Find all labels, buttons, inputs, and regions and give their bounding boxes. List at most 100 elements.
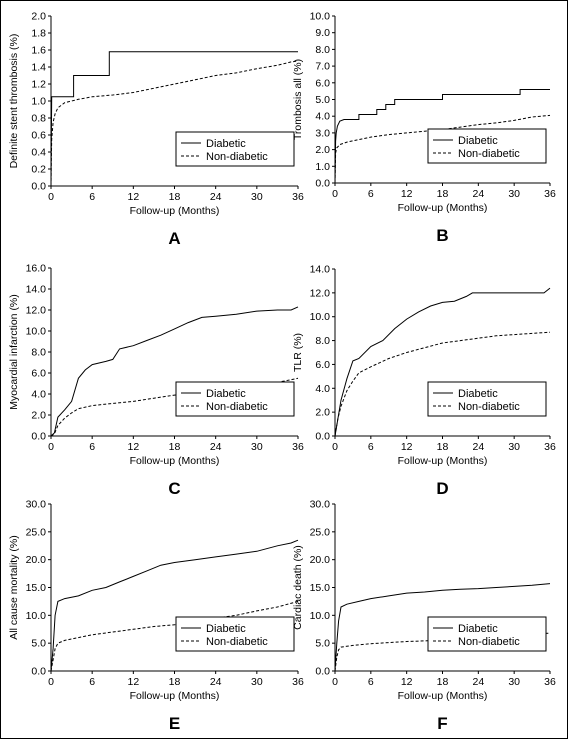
legend-box — [427, 616, 547, 652]
x-tick-label: 0 — [48, 191, 54, 203]
x-tick-label: 18 — [169, 676, 181, 688]
y-tick-label: 6.0 — [31, 368, 46, 380]
series-diabetic — [334, 89, 550, 184]
y-tick-label: 14.0 — [26, 284, 47, 296]
x-tick-label: 12 — [127, 676, 139, 688]
y-tick-label: 25.0 — [26, 526, 47, 538]
y-tick-label: 10.0 — [26, 326, 47, 338]
y-tick-label: 0.0 — [31, 666, 46, 678]
y-tick-label: 14.0 — [310, 264, 331, 276]
y-tick-label: 2.0 — [315, 144, 330, 156]
panel-letter: A — [168, 229, 180, 248]
y-tick-label: 2.0 — [31, 410, 46, 422]
y-tick-label: 8.0 — [315, 335, 330, 347]
x-axis-label: Follow-up (Months) — [398, 690, 488, 702]
panel-letter: B — [436, 226, 448, 245]
y-tick-label: 0.6 — [31, 130, 46, 142]
y-tick-label: 6.0 — [315, 77, 330, 89]
y-axis-label: Cardiac death (%) — [292, 545, 304, 630]
y-tick-label: 4.0 — [315, 111, 330, 123]
panel-letter: D — [436, 479, 448, 498]
x-tick-label: 30 — [508, 188, 520, 200]
y-tick-label: 0.0 — [315, 431, 330, 443]
x-tick-label: 18 — [437, 676, 449, 688]
x-tick-label: 0 — [332, 676, 338, 688]
x-tick-label: 24 — [472, 441, 484, 453]
legend-box — [175, 131, 295, 167]
panel-b: 0.0 1.0 2.0 3.0 4.0 5.0 6.0 7.0 8.0 9.0 10.0 0 6 12 18… — [292, 11, 556, 246]
legend-box — [175, 381, 295, 417]
x-tick-label: 36 — [544, 441, 556, 453]
x-tick-label: 0 — [332, 441, 338, 453]
x-tick-label: 36 — [292, 676, 304, 688]
y-axis-label: Definite stent thrombosis (%) — [8, 34, 20, 169]
y-tick-label: 15.0 — [310, 582, 331, 594]
x-tick-label: 24 — [472, 188, 484, 200]
legend-label: Non-diabetic — [206, 636, 268, 648]
x-tick-label: 24 — [472, 676, 484, 688]
panel-f: 0.0 5.0 10.0 15.0 20.0 25.0 30.0 0 6 12 18 24 30 36 Fo… — [292, 499, 556, 734]
series-diabetic — [334, 583, 551, 672]
y-tick-label: 3.0 — [315, 127, 330, 139]
y-tick-label: 5.0 — [315, 94, 330, 106]
x-tick-label: 18 — [437, 441, 449, 453]
y-tick-label: 16.0 — [26, 263, 47, 275]
y-tick-label: 6.0 — [315, 359, 330, 371]
x-tick-label: 0 — [332, 188, 338, 200]
panel-letter: E — [169, 714, 180, 733]
x-tick-label: 24 — [210, 191, 222, 203]
x-tick-label: 6 — [89, 676, 95, 688]
x-tick-label: 18 — [169, 191, 181, 203]
x-tick-label: 24 — [210, 676, 222, 688]
y-tick-label: 0.0 — [31, 431, 46, 443]
legend-label: Non-diabetic — [206, 151, 268, 163]
x-tick-label: 30 — [508, 676, 520, 688]
x-tick-label: 30 — [508, 441, 520, 453]
x-tick-label: 6 — [89, 191, 95, 203]
series-non-diabetic — [334, 632, 551, 672]
series-diabetic — [50, 539, 299, 672]
y-tick-label: 20.0 — [26, 554, 47, 566]
y-tick-label: 4.0 — [31, 389, 46, 401]
x-tick-label: 6 — [368, 441, 374, 453]
x-axis-label: Follow-up (Months) — [130, 455, 220, 467]
x-tick-label: 24 — [210, 441, 222, 453]
x-tick-label: 12 — [401, 676, 413, 688]
y-tick-label: 9.0 — [315, 27, 330, 39]
legend-box — [175, 616, 295, 652]
legend-label: Non-diabetic — [458, 636, 520, 648]
legend-label: Non-diabetic — [458, 148, 520, 160]
series-non-diabetic — [50, 600, 299, 672]
y-axis-label: Myocardial infarction (%) — [8, 294, 20, 410]
y-tick-label: 8.0 — [31, 347, 46, 359]
series-diabetic — [334, 287, 551, 437]
legend-label: Diabetic — [206, 388, 246, 400]
y-tick-label: 1.6 — [31, 45, 46, 57]
series-non-diabetic — [334, 114, 551, 184]
x-axis-label: Follow-up (Months) — [398, 202, 488, 214]
panel-e: 0.0 5.0 10.0 15.0 20.0 25.0 30.0 0 6 12 18 24 30 36 Fo… — [8, 499, 304, 734]
x-tick-label: 12 — [127, 191, 139, 203]
x-tick-label: 6 — [368, 676, 374, 688]
y-tick-label: 7.0 — [315, 61, 330, 73]
x-tick-label: 36 — [292, 441, 304, 453]
x-tick-label: 18 — [169, 441, 181, 453]
legend-label: Diabetic — [206, 623, 246, 635]
panel-letter: F — [437, 714, 447, 733]
legend-box — [427, 128, 547, 164]
x-tick-label: 0 — [48, 441, 54, 453]
x-tick-label: 6 — [89, 441, 95, 453]
y-tick-label: 5.0 — [31, 638, 46, 650]
y-tick-label: 5.0 — [315, 638, 330, 650]
y-axis-label: All cause mortality (%) — [8, 535, 20, 639]
x-axis-label: Follow-up (Months) — [130, 690, 220, 702]
panel-letter: C — [168, 479, 180, 498]
y-tick-label: 30.0 — [26, 499, 47, 511]
y-tick-label: 8.0 — [315, 44, 330, 56]
y-tick-label: 0.0 — [315, 666, 330, 678]
y-tick-label: 25.0 — [310, 526, 331, 538]
legend-label: Diabetic — [458, 388, 498, 400]
panel-c: 0.0 2.0 4.0 6.0 8.0 10.0 12.0 14.0 16.0 0 6 12 18 24 3… — [8, 263, 304, 499]
y-tick-label: 1.4 — [31, 62, 46, 74]
y-tick-label: 0.0 — [315, 178, 330, 190]
